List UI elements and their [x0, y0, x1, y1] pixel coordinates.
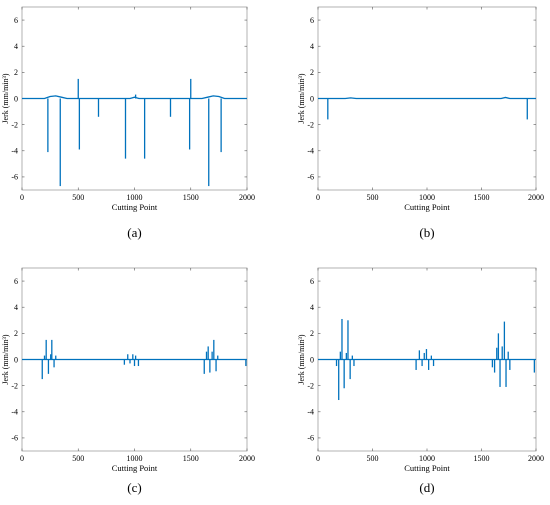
x-tick-label: 500: [72, 193, 84, 202]
series-baseline: [22, 95, 247, 100]
y-tick-label: -6: [11, 173, 18, 182]
y-tick-label: 0: [310, 94, 314, 103]
y-tick-label: -4: [307, 408, 314, 417]
chart-panel-1: 0 500 1000 1500 2000 -6 -4 -2 0 2 4 6 Cutting Point J…: [297, 6, 544, 240]
y-axis-label: Jerk (mm/min³): [1, 334, 10, 385]
y-tick-label: 4: [14, 303, 18, 312]
y-tick-label: -4: [11, 408, 18, 417]
y-axis-label: Jerk (mm/min³): [1, 73, 10, 124]
series-baseline: [318, 96, 536, 100]
y-tick-label: -6: [11, 434, 18, 443]
panel-label: (a): [127, 225, 141, 240]
y-tick-label: 0: [310, 355, 314, 364]
x-tick-label: 2000: [528, 193, 544, 202]
y-tick-label: 4: [310, 42, 314, 51]
x-tick-label: 2000: [239, 193, 255, 202]
x-axis-label: Cutting Point: [112, 463, 158, 473]
y-tick-label: 0: [14, 94, 18, 103]
y-tick-label: 6: [14, 16, 18, 25]
panel-label: (d): [419, 480, 434, 495]
y-tick-label: -2: [307, 120, 314, 129]
x-tick-label: 500: [367, 193, 379, 202]
x-tick-label: 1000: [419, 454, 435, 463]
y-tick-label: 0: [14, 355, 18, 364]
y-tick-label: 6: [310, 16, 314, 25]
x-tick-label: 500: [72, 454, 84, 463]
chart-panel-3: 0 500 1000 1500 2000 -6 -4 -2 0 2 4 6 Cutting Point J…: [297, 267, 544, 495]
chart-panel-2: 0 500 1000 1500 2000 -6 -4 -2 0 2 4 6 Cutting Point J…: [1, 267, 255, 495]
x-tick-label: 2000: [239, 454, 255, 463]
x-tick-label: 1000: [127, 193, 143, 202]
x-tick-label: 0: [20, 193, 24, 202]
y-axis-label: Jerk (mm/min³): [297, 334, 306, 385]
x-axis-label: Cutting Point: [112, 202, 158, 212]
y-tick-label: -6: [307, 173, 314, 182]
y-tick-label: -2: [307, 381, 314, 390]
panel-label: (c): [127, 480, 141, 495]
y-tick-label: 6: [14, 277, 18, 286]
x-tick-label: 0: [316, 454, 320, 463]
y-axis-label: Jerk (mm/min³): [297, 73, 306, 124]
x-tick-label: 1500: [183, 454, 199, 463]
y-tick-label: -2: [11, 381, 18, 390]
y-tick-label: -6: [307, 434, 314, 443]
panel-label: (b): [419, 225, 434, 240]
x-tick-label: 1000: [127, 454, 143, 463]
y-tick-label: 2: [310, 68, 314, 77]
x-tick-label: 1500: [183, 193, 199, 202]
y-tick-label: 2: [14, 68, 18, 77]
x-tick-label: 1500: [474, 193, 490, 202]
plot-frame: [21, 6, 248, 191]
x-tick-label: 0: [20, 454, 24, 463]
y-tick-label: 4: [14, 42, 18, 51]
x-axis-label: Cutting Point: [404, 463, 450, 473]
y-tick-label: 4: [310, 303, 314, 312]
y-tick-label: 2: [310, 329, 314, 338]
x-tick-label: 0: [316, 193, 320, 202]
chart-panel-0: 0 500 1000 1500 2000 -6 -4 -2 0 2 4 6 Cutting Point J…: [1, 6, 255, 240]
y-tick-label: -2: [11, 120, 18, 129]
x-axis-label: Cutting Point: [404, 202, 450, 212]
x-tick-label: 2000: [528, 454, 544, 463]
x-tick-label: 500: [367, 454, 379, 463]
y-tick-label: -4: [307, 147, 314, 156]
y-tick-label: 6: [310, 277, 314, 286]
x-tick-label: 1500: [474, 454, 490, 463]
y-tick-label: -4: [11, 147, 18, 156]
y-tick-label: 2: [14, 329, 18, 338]
x-tick-label: 1000: [419, 193, 435, 202]
